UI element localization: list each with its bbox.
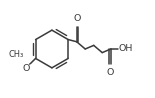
Text: OH: OH: [119, 44, 133, 53]
Text: CH₃: CH₃: [8, 50, 23, 59]
Text: O: O: [106, 68, 114, 77]
Text: O: O: [74, 14, 81, 23]
Text: O: O: [22, 64, 30, 73]
